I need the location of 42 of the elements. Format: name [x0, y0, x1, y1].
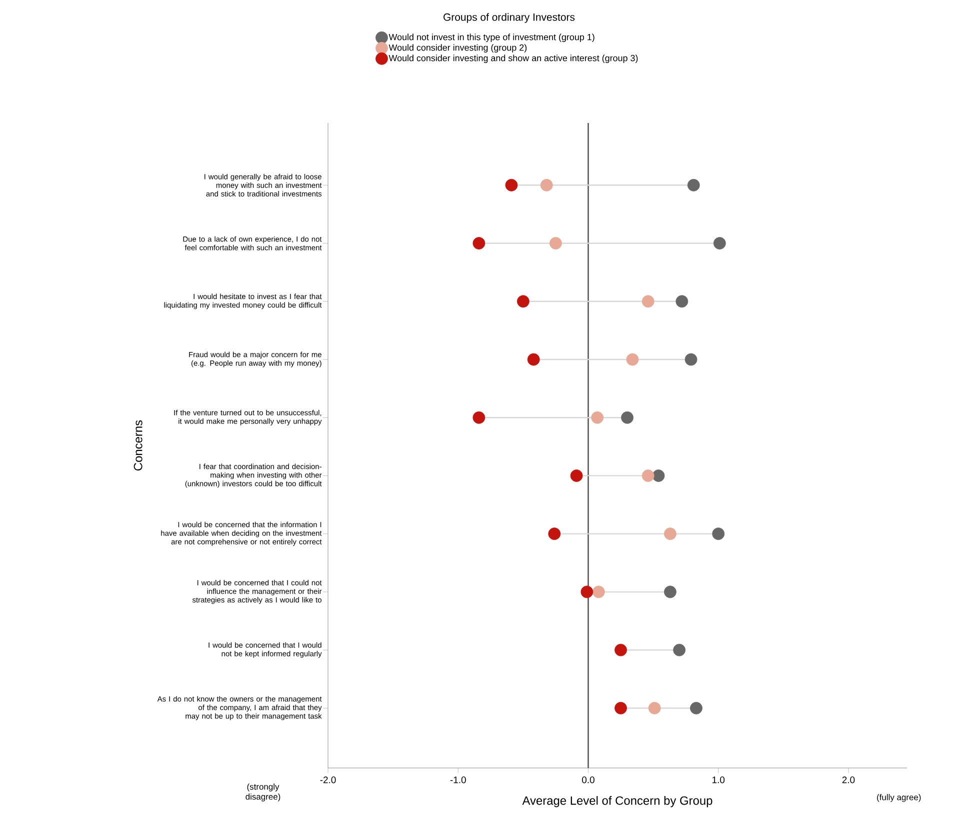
legend-title: Groups of ordinary Investors [444, 13, 575, 23]
point [591, 411, 604, 424]
point [687, 178, 700, 192]
point [621, 411, 634, 424]
y-axis-title: Concerns [134, 420, 142, 470]
x-axis-title: Average Level of Concern by Group [522, 796, 712, 808]
point [548, 528, 561, 540]
point [516, 295, 530, 308]
text: (strongly disagree) [246, 784, 280, 802]
text: (fully agree) [877, 794, 921, 802]
point [614, 702, 627, 714]
point [614, 644, 627, 656]
point [527, 353, 540, 366]
point [626, 353, 639, 366]
point [540, 178, 553, 192]
x-tick-label: 2.0 [842, 776, 855, 784]
point [648, 702, 661, 714]
point [472, 411, 486, 424]
point [676, 295, 688, 308]
legend-label: Would not invest in this type of investment (group 1) [388, 34, 594, 42]
point [673, 644, 686, 656]
point [690, 702, 702, 714]
point [550, 237, 562, 250]
point [712, 528, 725, 540]
point [664, 528, 676, 540]
point [505, 178, 518, 192]
point [652, 470, 665, 482]
point [642, 295, 654, 308]
x-tick-label: 1.0 [712, 776, 725, 784]
point [713, 237, 726, 250]
point [642, 470, 654, 482]
legend-label: Would consider investing (group 2) [388, 44, 527, 53]
x-tick-label: -2.0 [320, 776, 336, 784]
x-tick-label: 0.0 [582, 776, 594, 784]
point [570, 470, 583, 482]
point [472, 237, 486, 250]
legend-label: Would consider investing and show an active interest (group 3) [388, 54, 638, 64]
point [580, 586, 594, 598]
point [684, 353, 698, 366]
x-tick-label: -1.0 [450, 776, 466, 784]
point [592, 586, 605, 598]
point [664, 586, 676, 598]
